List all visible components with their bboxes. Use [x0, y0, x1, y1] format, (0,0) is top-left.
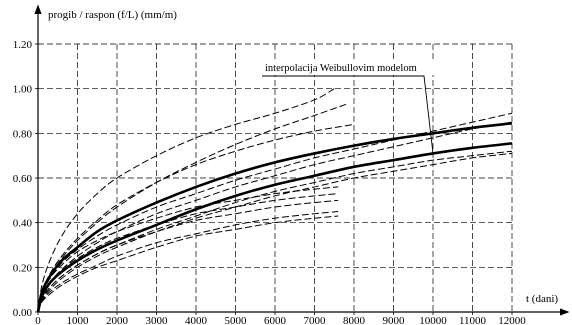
- axes: [34, 4, 570, 316]
- x-tick-label: 12000: [498, 315, 526, 325]
- x-tick-label: 1000: [67, 315, 90, 325]
- annotation-leader-line: [262, 75, 434, 154]
- x-tick-label: 3000: [146, 315, 169, 325]
- series-line-measured: [37, 199, 339, 313]
- y-tick-label: 0.00: [13, 307, 33, 319]
- y-tick-label: 0.60: [13, 173, 33, 185]
- annotation-background: [262, 61, 452, 75]
- series-line-measured: [37, 112, 513, 313]
- x-tick-label: 5000: [225, 315, 248, 325]
- series-line-measured: [37, 150, 513, 313]
- tick-labels: 0 1000 2000 3000 4000 5000 6000 7000 8000 9000 100…: [13, 39, 527, 325]
- series-line-weibull: [36, 142, 513, 313]
- series-line-measured: [37, 88, 335, 313]
- x-tick-label: 2000: [106, 315, 129, 325]
- y-tick-label: 0.40: [13, 218, 33, 230]
- grid: [38, 43, 513, 312]
- series-line-measured: [37, 186, 339, 313]
- series-line-measured: [37, 215, 339, 313]
- series-group: [36, 88, 513, 313]
- x-tick-label: 10000: [419, 315, 447, 325]
- annotation: interpolacija Weibullovim modelom: [262, 61, 452, 154]
- annotation-label: interpolacija Weibullovim modelom: [265, 63, 417, 74]
- series-line-measured: [37, 103, 347, 313]
- series-line-measured: [37, 211, 339, 313]
- x-tick-label: 7000: [304, 315, 327, 325]
- y-tick-label: 0.80: [13, 128, 33, 140]
- y-axis-title: progib / raspon (f/L) (mm/m): [48, 9, 177, 21]
- y-tick-label: 0.20: [13, 262, 33, 274]
- x-tick-label: 0: [35, 315, 41, 325]
- x-tick-label: 6000: [264, 315, 287, 325]
- x-tick-label: 9000: [383, 315, 406, 325]
- series-line-measured: [37, 193, 339, 313]
- x-axis-title: t (dani): [526, 293, 558, 305]
- x-tick-label: 4000: [185, 315, 208, 325]
- y-tick-label: 1.20: [13, 39, 33, 51]
- series-line-measured: [37, 152, 513, 313]
- x-tick-label: 11000: [459, 315, 487, 325]
- y-tick-label: 1.00: [13, 84, 33, 96]
- x-tick-label: 8000: [343, 315, 366, 325]
- series-line-measured: [37, 123, 355, 313]
